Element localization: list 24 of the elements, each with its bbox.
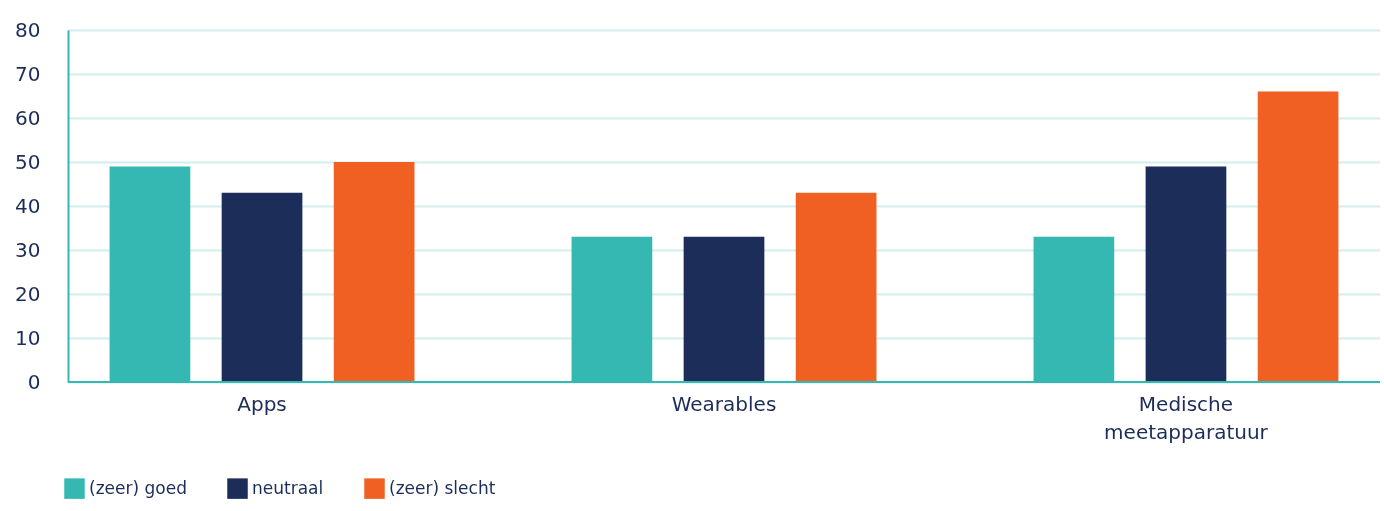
y-tick-label: 40 xyxy=(15,193,41,218)
bar xyxy=(683,236,765,382)
y-tick-label: 70 xyxy=(15,61,41,86)
y-tick-label: 0 xyxy=(27,369,41,394)
bar xyxy=(571,236,653,382)
bar xyxy=(1257,91,1339,382)
y-tick-label: 20 xyxy=(15,281,41,306)
y-tick-label: 30 xyxy=(15,237,41,262)
bar xyxy=(795,192,877,382)
legend-label: (zeer) slecht xyxy=(389,477,496,498)
bar xyxy=(221,192,303,382)
legend-label: (zeer) goed xyxy=(89,477,187,498)
bar xyxy=(1033,236,1115,382)
bar xyxy=(333,162,415,382)
bar xyxy=(109,166,191,382)
y-tick-label: 80 xyxy=(15,17,41,42)
x-tick-label: Apps xyxy=(237,391,287,416)
legend-label: neutraal xyxy=(252,477,324,498)
x-tick-label: Medische meetapparatuur xyxy=(1104,391,1269,444)
y-tick-label: 10 xyxy=(15,325,41,350)
y-tick-label: 50 xyxy=(15,149,41,174)
bar xyxy=(1145,166,1227,382)
x-tick-label: Wearables xyxy=(671,391,777,416)
y-tick-label: 60 xyxy=(15,105,41,130)
